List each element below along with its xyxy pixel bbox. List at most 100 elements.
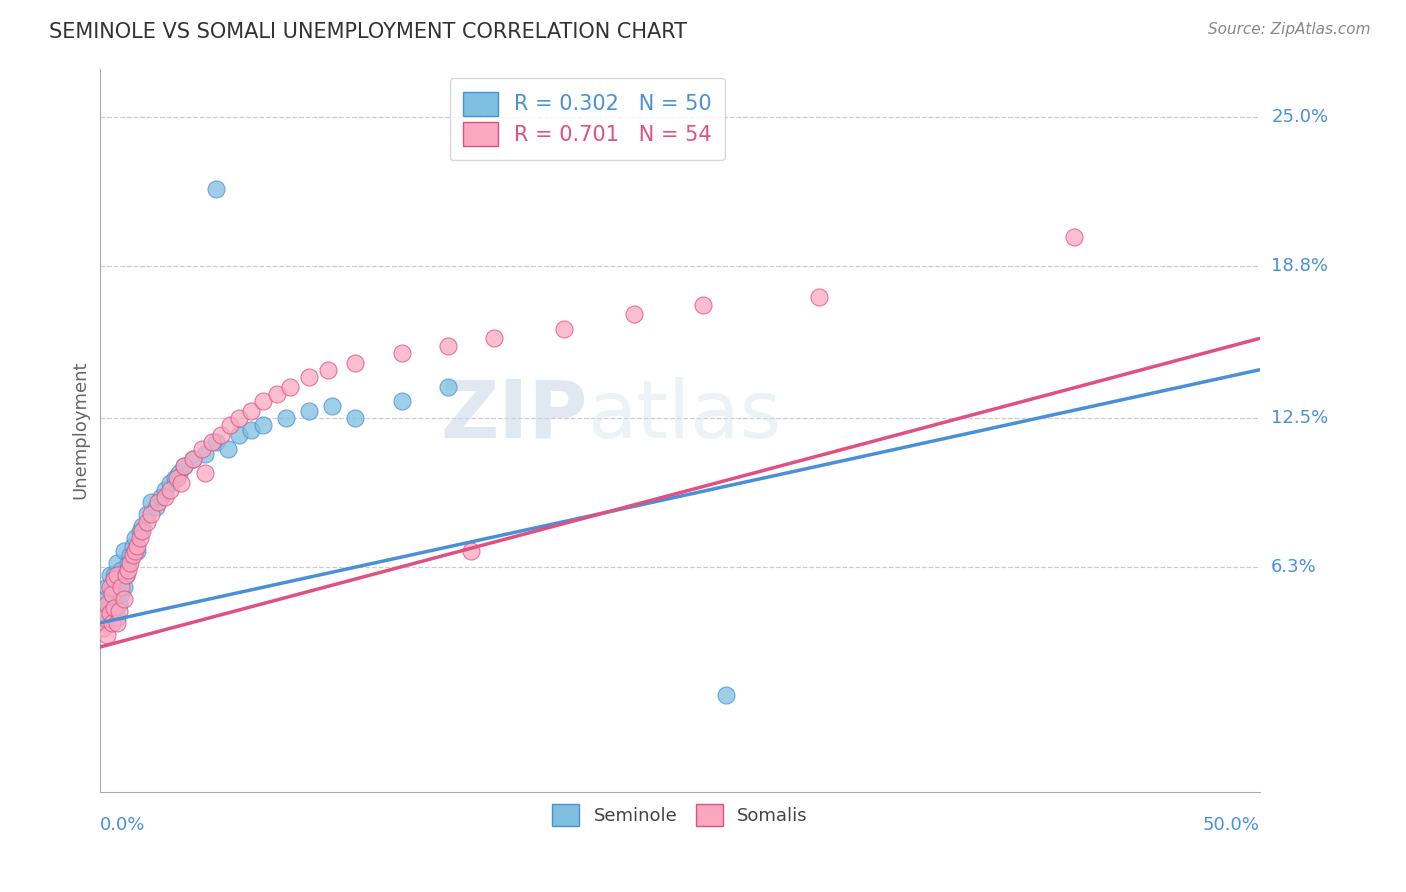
Point (101, 604, 124, 618)
Point (91, 621, 114, 635)
Point (553, 322, 575, 336)
Point (103, 567, 125, 582)
Point (149, 491, 172, 505)
Text: ZIP: ZIP (440, 376, 588, 455)
Point (94, 611, 117, 625)
Text: Source: ZipAtlas.com: Source: ZipAtlas.com (1208, 22, 1371, 37)
Point (141, 508, 163, 522)
Point (209, 427, 232, 442)
Point (101, 615, 124, 630)
Point (808, 290, 831, 304)
Point (391, 394, 413, 409)
Point (131, 519, 153, 533)
Point (121, 539, 143, 553)
Point (217, 442, 239, 457)
Point (120, 549, 142, 563)
Point (159, 483, 181, 498)
Point (321, 399, 343, 413)
Text: 50.0%: 50.0% (1202, 815, 1260, 834)
Point (460, 543, 482, 558)
Point (1063, 230, 1085, 244)
Point (228, 411, 250, 425)
Point (194, 467, 217, 481)
Point (115, 567, 138, 582)
Point (170, 476, 193, 491)
Point (105, 615, 128, 630)
Point (108, 604, 131, 618)
Point (344, 355, 367, 369)
Point (252, 394, 274, 409)
Point (692, 298, 714, 312)
Point (252, 418, 274, 433)
Y-axis label: Unemployment: Unemployment (72, 360, 89, 500)
Point (716, 688, 738, 702)
Text: 12.5%: 12.5% (1271, 409, 1329, 427)
Point (167, 467, 190, 481)
Text: 18.8%: 18.8% (1271, 257, 1329, 275)
Point (194, 447, 217, 461)
Point (201, 435, 224, 450)
Text: 0.0%: 0.0% (100, 815, 146, 834)
Point (298, 403, 321, 417)
Point (240, 403, 263, 417)
Point (205, 435, 228, 450)
Point (96, 580, 118, 594)
Point (101, 587, 124, 601)
Point (437, 379, 460, 393)
Point (128, 524, 150, 539)
Point (117, 563, 139, 577)
Point (124, 532, 146, 546)
Point (128, 532, 150, 546)
Point (105, 567, 128, 582)
Point (108, 597, 131, 611)
Point (155, 491, 177, 505)
Point (159, 476, 181, 491)
Point (219, 418, 242, 433)
Point (105, 611, 128, 625)
Point (391, 346, 413, 360)
Text: 6.3%: 6.3% (1271, 558, 1317, 576)
Point (94, 591, 117, 606)
Point (91, 604, 114, 618)
Point (163, 471, 186, 485)
Point (437, 339, 460, 353)
Point (105, 556, 128, 570)
Point (240, 423, 263, 437)
Point (117, 556, 139, 570)
Point (623, 307, 645, 321)
Point (112, 580, 135, 594)
Point (112, 591, 135, 606)
Point (127, 539, 149, 553)
Point (181, 451, 204, 466)
Point (280, 379, 302, 393)
Point (228, 427, 250, 442)
Point (101, 580, 124, 594)
Point (155, 483, 177, 498)
Point (110, 587, 132, 601)
Point (344, 411, 367, 425)
Point (191, 442, 214, 457)
Point (166, 471, 188, 485)
Point (484, 331, 506, 345)
Point (96, 615, 118, 630)
Point (103, 591, 125, 606)
Point (205, 182, 228, 196)
Text: atlas: atlas (588, 376, 782, 455)
Point (96, 597, 118, 611)
Point (120, 556, 142, 570)
Point (112, 543, 135, 558)
Point (145, 500, 167, 515)
Point (141, 495, 163, 509)
Point (135, 515, 157, 529)
Point (103, 573, 125, 587)
Point (98, 580, 121, 594)
Legend: Seminole, Somalis: Seminole, Somalis (546, 797, 815, 833)
Point (110, 580, 132, 594)
Point (98, 567, 121, 582)
Point (173, 459, 195, 474)
Point (115, 567, 138, 582)
Point (181, 451, 204, 466)
Point (148, 495, 170, 509)
Point (298, 370, 321, 384)
Point (110, 563, 132, 577)
